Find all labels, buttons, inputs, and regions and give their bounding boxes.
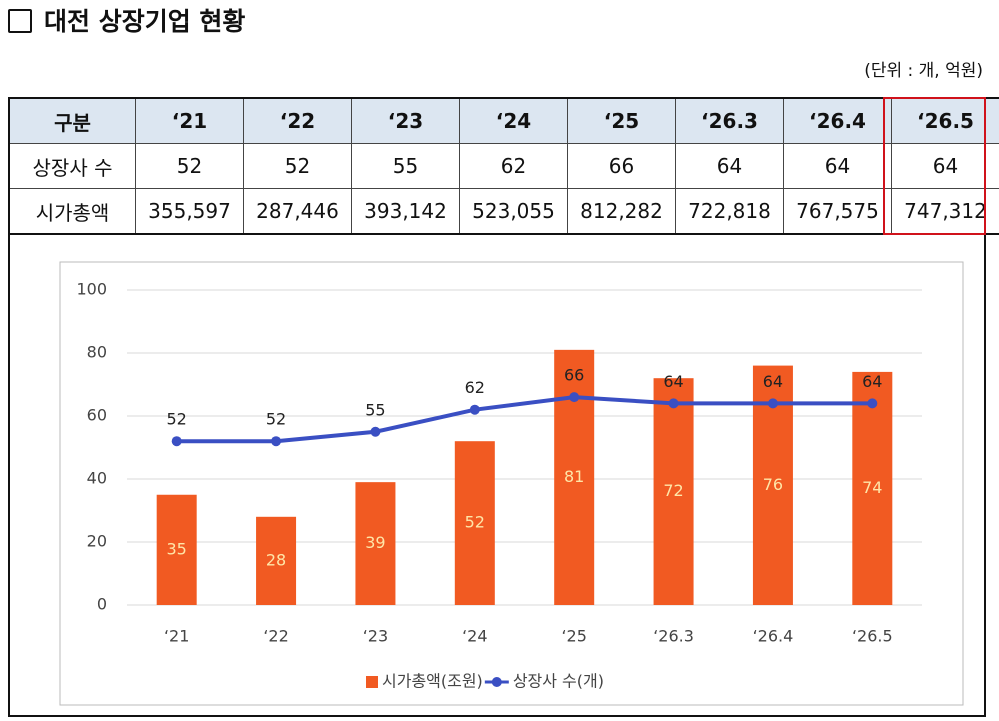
bar-label: 72 <box>663 481 683 500</box>
line-marker <box>469 404 480 415</box>
bar-label: 35 <box>167 539 187 558</box>
line-label: 55 <box>365 400 385 419</box>
bar <box>653 378 694 605</box>
table-cell: 구분 <box>8 97 136 144</box>
table-cell: ‘21 <box>135 97 244 144</box>
table-cell: ‘26.4 <box>783 97 892 144</box>
line <box>176 395 873 444</box>
bar <box>355 482 396 605</box>
data-table: 구분 ‘21 ‘22 ‘23 ‘24 ‘25 ‘26.3 ‘26.4 ‘26.5 상장사 수 52 5… <box>8 97 999 235</box>
table-row: 시가총액 355,597 287,446 393,142 523,055 812,282 7… <box>8 188 999 235</box>
table-cell: ‘26.3 <box>675 97 784 144</box>
chart-frame <box>8 233 986 717</box>
y-tick-label: 20 <box>87 532 107 551</box>
table-cell: 393,142 <box>351 188 460 235</box>
bar-label: 28 <box>266 550 286 569</box>
table-cell: 55 <box>351 143 460 189</box>
legend-label: 상장사 수(개) <box>513 672 604 691</box>
x-tick-label: ‘26.4 <box>753 627 794 646</box>
x-tick-label: ‘23 <box>363 627 388 646</box>
table-row: 상장사 수 52 52 55 62 66 64 64 64 <box>8 143 999 189</box>
table-cell: 64 <box>675 143 784 189</box>
line-marker <box>370 426 381 437</box>
table-cell: 722,818 <box>675 188 784 235</box>
table-cell: ‘22 <box>243 97 352 144</box>
bar-label: 74 <box>862 478 882 497</box>
bar-label: 76 <box>763 475 783 494</box>
y-tick-label: 0 <box>97 595 107 614</box>
line-label: 62 <box>465 378 485 397</box>
bar <box>454 441 495 605</box>
table-cell: 상장사 수 <box>8 143 136 189</box>
x-tick-label: ‘26.5 <box>852 627 893 646</box>
table-cell: ‘23 <box>351 97 460 144</box>
line-label: 52 <box>167 410 187 429</box>
x-tick-label: ‘21 <box>164 627 189 646</box>
line-label: 64 <box>763 372 783 391</box>
line-marker <box>767 398 778 409</box>
x-tick-label: ‘22 <box>263 627 288 646</box>
y-tick-label: 100 <box>76 280 107 299</box>
table-cell: 66 <box>567 143 676 189</box>
table-cell: ‘24 <box>459 97 568 144</box>
line-marker <box>171 436 182 447</box>
table-cell: 355,597 <box>135 188 244 235</box>
line-label: 52 <box>266 410 286 429</box>
chart-border <box>59 261 964 706</box>
table-cell: 64 <box>783 143 892 189</box>
line-marker <box>668 398 679 409</box>
table-cell: ‘26.5 <box>891 97 999 144</box>
x-tick-label: ‘25 <box>561 627 586 646</box>
table-cell: 62 <box>459 143 568 189</box>
legend-swatch <box>491 677 502 687</box>
bar-label: 39 <box>365 533 385 552</box>
bar-label: 81 <box>564 467 584 486</box>
table-cell: 시가총액 <box>8 188 136 235</box>
line-marker <box>569 392 580 403</box>
bar-label: 52 <box>465 513 485 532</box>
y-tick-label: 40 <box>87 469 107 488</box>
bar <box>156 494 197 605</box>
y-tick-label: 60 <box>87 406 107 425</box>
table-cell: ‘25 <box>567 97 676 144</box>
table-cell: 812,282 <box>567 188 676 235</box>
line-marker <box>867 398 878 409</box>
table-cell: 767,575 <box>783 188 892 235</box>
legend-swatch <box>366 676 378 688</box>
table-cell: 64 <box>891 143 999 189</box>
line-label: 66 <box>564 366 584 385</box>
table-cell: 523,055 <box>459 188 568 235</box>
table-cell: 287,446 <box>243 188 352 235</box>
highlight-box <box>883 97 986 235</box>
title-box <box>8 9 32 33</box>
bar <box>852 371 893 605</box>
line-marker <box>271 436 282 447</box>
table-cell: 52 <box>135 143 244 189</box>
bar <box>256 516 297 605</box>
title: 대전 상장기업 현황 <box>44 7 246 36</box>
line-label: 64 <box>663 372 683 391</box>
y-tick-label: 80 <box>87 343 107 362</box>
table-row: 구분 ‘21 ‘22 ‘23 ‘24 ‘25 ‘26.3 ‘26.4 ‘26.5 <box>8 97 999 144</box>
line-label: 64 <box>862 372 882 391</box>
unit-note: (단위 : 개, 억원) <box>864 61 983 81</box>
legend-label: 시가총액(조원) <box>382 672 483 691</box>
x-tick-label: ‘26.3 <box>653 627 694 646</box>
table-cell: 52 <box>243 143 352 189</box>
x-tick-label: ‘24 <box>462 627 487 646</box>
